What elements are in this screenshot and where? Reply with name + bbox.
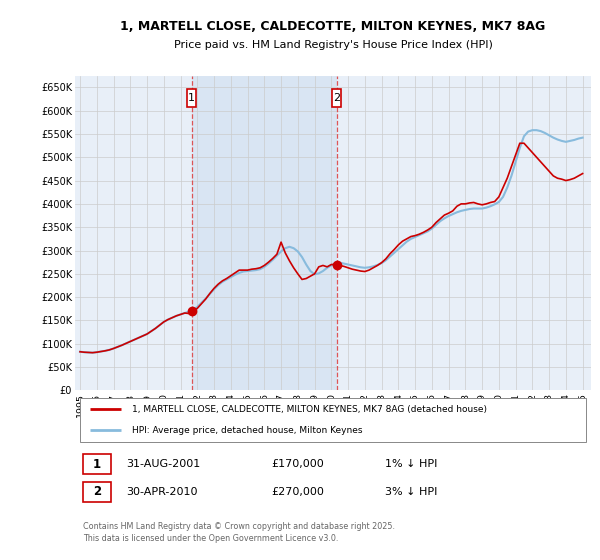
FancyBboxPatch shape bbox=[332, 89, 341, 106]
Text: Contains HM Land Registry data © Crown copyright and database right 2025.
This d: Contains HM Land Registry data © Crown c… bbox=[83, 522, 395, 543]
Bar bbox=[191, 76, 337, 390]
Text: 1, MARTELL CLOSE, CALDECOTTE, MILTON KEYNES, MK7 8AG: 1, MARTELL CLOSE, CALDECOTTE, MILTON KEY… bbox=[121, 20, 545, 34]
FancyBboxPatch shape bbox=[83, 482, 111, 502]
Text: Price paid vs. HM Land Registry's House Price Index (HPI): Price paid vs. HM Land Registry's House … bbox=[173, 40, 493, 50]
Text: 2: 2 bbox=[333, 92, 340, 102]
FancyBboxPatch shape bbox=[80, 398, 586, 442]
FancyBboxPatch shape bbox=[187, 89, 196, 106]
Text: 3% ↓ HPI: 3% ↓ HPI bbox=[385, 487, 437, 497]
Text: 2: 2 bbox=[93, 486, 101, 498]
FancyBboxPatch shape bbox=[83, 454, 111, 474]
Text: 1% ↓ HPI: 1% ↓ HPI bbox=[385, 459, 437, 469]
Text: 1: 1 bbox=[188, 92, 195, 102]
Text: 31-AUG-2001: 31-AUG-2001 bbox=[127, 459, 201, 469]
Text: HPI: Average price, detached house, Milton Keynes: HPI: Average price, detached house, Milt… bbox=[132, 426, 362, 435]
Text: £170,000: £170,000 bbox=[271, 459, 324, 469]
Text: £270,000: £270,000 bbox=[271, 487, 324, 497]
Text: 1, MARTELL CLOSE, CALDECOTTE, MILTON KEYNES, MK7 8AG (detached house): 1, MARTELL CLOSE, CALDECOTTE, MILTON KEY… bbox=[132, 405, 487, 414]
Text: 1: 1 bbox=[93, 458, 101, 470]
Text: 30-APR-2010: 30-APR-2010 bbox=[127, 487, 198, 497]
